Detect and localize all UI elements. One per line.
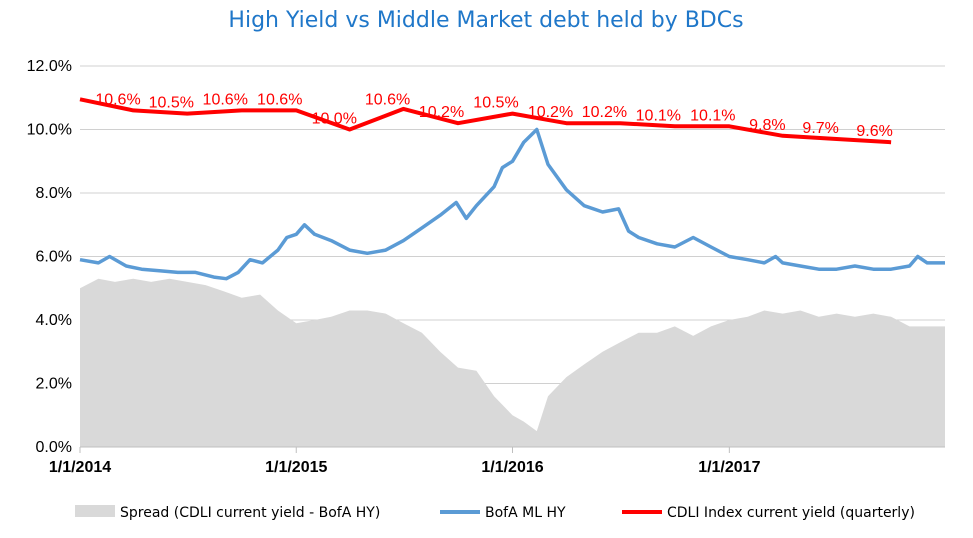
legend-label: Spread (CDLI current yield - BofA HY) [120,505,380,521]
data-label: 10.5% [473,95,518,112]
bofa-hy-line [79,127,945,281]
x-tick-label: 1/1/2017 [698,459,760,476]
y-tick-label: 0.0% [36,439,72,456]
data-label: 10.2% [528,104,573,121]
legend: Spread (CDLI current yield - BofA HY) Bof… [75,505,915,521]
chart-title: High Yield vs Middle Market debt held by… [228,8,743,33]
data-label: 10.6% [95,91,140,108]
data-label: 10.6% [203,91,248,108]
data-label: 10.6% [365,91,410,108]
y-tick-label: 6.0% [36,249,72,266]
legend-label: BofA ML HY [485,505,566,521]
data-label: 10.1% [690,107,735,124]
legend-label: CDLI Index current yield (quarterly) [667,505,915,521]
spread-area-layer [80,278,945,447]
legend-swatch-spread [75,505,115,517]
y-tick-label: 12.0% [27,58,72,75]
y-tick-label: 2.0% [36,376,72,393]
x-tick-label: 1/1/2015 [265,459,327,476]
series-lines-layer [79,97,945,281]
y-tick-label: 10.0% [27,122,72,139]
data-label: 10.6% [257,91,302,108]
data-label: 10.1% [636,107,681,124]
data-label: 9.8% [749,117,785,134]
y-tick-label: 4.0% [36,312,72,329]
data-label: 10.5% [149,95,194,112]
y-tick-label: 8.0% [36,185,72,202]
data-labels-layer: 10.6% 10.5% 10.6% 10.6% 10.0% 10.6% 10.2% 10.5%… [95,91,893,140]
x-tick-label: 1/1/2016 [481,459,543,476]
axes-layer: 0.0% 2.0% 4.0% 6.0% 8.0% 10.0% 12.0% 1/1/2014 1/… [27,58,945,476]
data-label: 9.7% [802,120,838,137]
x-tick-label: 1/1/2014 [49,459,111,476]
data-label: 10.2% [419,104,464,121]
spread-area [80,278,945,447]
data-label: 10.0% [312,111,357,128]
data-label: 9.6% [856,123,892,140]
data-label: 10.2% [582,104,627,121]
cdli-yield-line [79,97,892,145]
